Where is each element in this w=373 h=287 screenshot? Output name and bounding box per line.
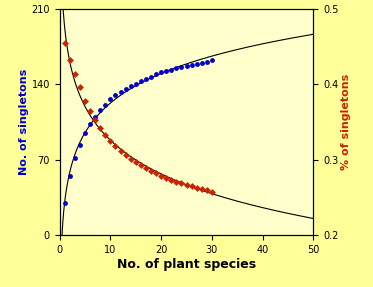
X-axis label: No. of plant species: No. of plant species bbox=[117, 258, 256, 271]
Y-axis label: % of singletons: % of singletons bbox=[341, 74, 351, 170]
Y-axis label: No. of singletons: No. of singletons bbox=[19, 69, 29, 175]
